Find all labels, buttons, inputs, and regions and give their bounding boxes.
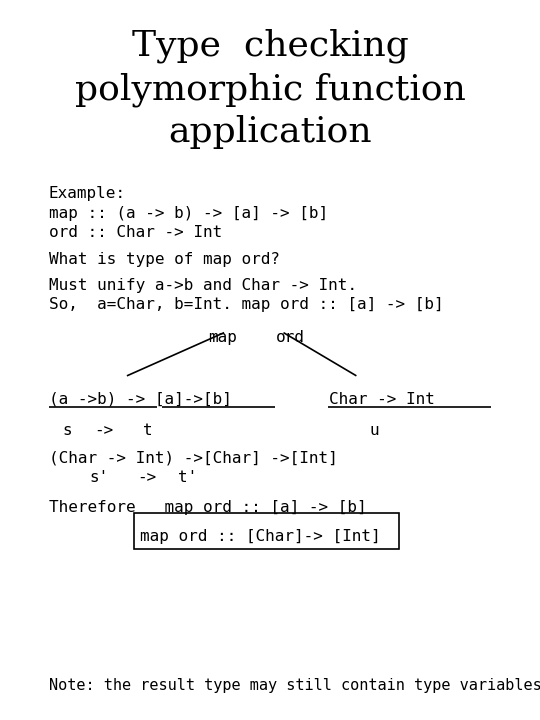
Text: t: t <box>143 423 153 438</box>
Text: (a ->b) -> [a]->[b]: (a ->b) -> [a]->[b] <box>49 392 232 407</box>
Text: t': t' <box>178 470 198 485</box>
Text: Note: the result type may still contain type variables.: Note: the result type may still contain … <box>49 678 540 693</box>
Text: Example:: Example: <box>49 186 126 201</box>
Text: Must unify a->b and Char -> Int.: Must unify a->b and Char -> Int. <box>49 278 356 293</box>
Text: ord: ord <box>275 330 304 345</box>
Text: (Char -> Int) ->[Char] ->[Int]: (Char -> Int) ->[Char] ->[Int] <box>49 451 338 466</box>
Text: s': s' <box>89 470 109 485</box>
Text: Therefore   map ord :: [a] -> [b]: Therefore map ord :: [a] -> [b] <box>49 500 366 516</box>
Text: Char -> Int: Char -> Int <box>329 392 435 407</box>
Text: ->: -> <box>138 470 157 485</box>
Text: s: s <box>62 423 72 438</box>
Text: ord :: Char -> Int: ord :: Char -> Int <box>49 225 222 240</box>
Text: application: application <box>168 115 372 149</box>
Text: map :: (a -> b) -> [a] -> [b]: map :: (a -> b) -> [a] -> [b] <box>49 206 328 221</box>
Text: What is type of map ord?: What is type of map ord? <box>49 252 280 267</box>
Text: map ord :: [Char]-> [Int]: map ord :: [Char]-> [Int] <box>140 529 381 544</box>
Text: polymorphic function: polymorphic function <box>75 72 465 107</box>
Bar <box>134 513 399 549</box>
Text: So,  a=Char, b=Int. map ord :: [a] -> [b]: So, a=Char, b=Int. map ord :: [a] -> [b] <box>49 297 443 312</box>
Text: u: u <box>370 423 380 438</box>
Text: ->: -> <box>94 423 114 438</box>
Text: Type  checking: Type checking <box>132 29 408 63</box>
Text: map: map <box>208 330 237 345</box>
